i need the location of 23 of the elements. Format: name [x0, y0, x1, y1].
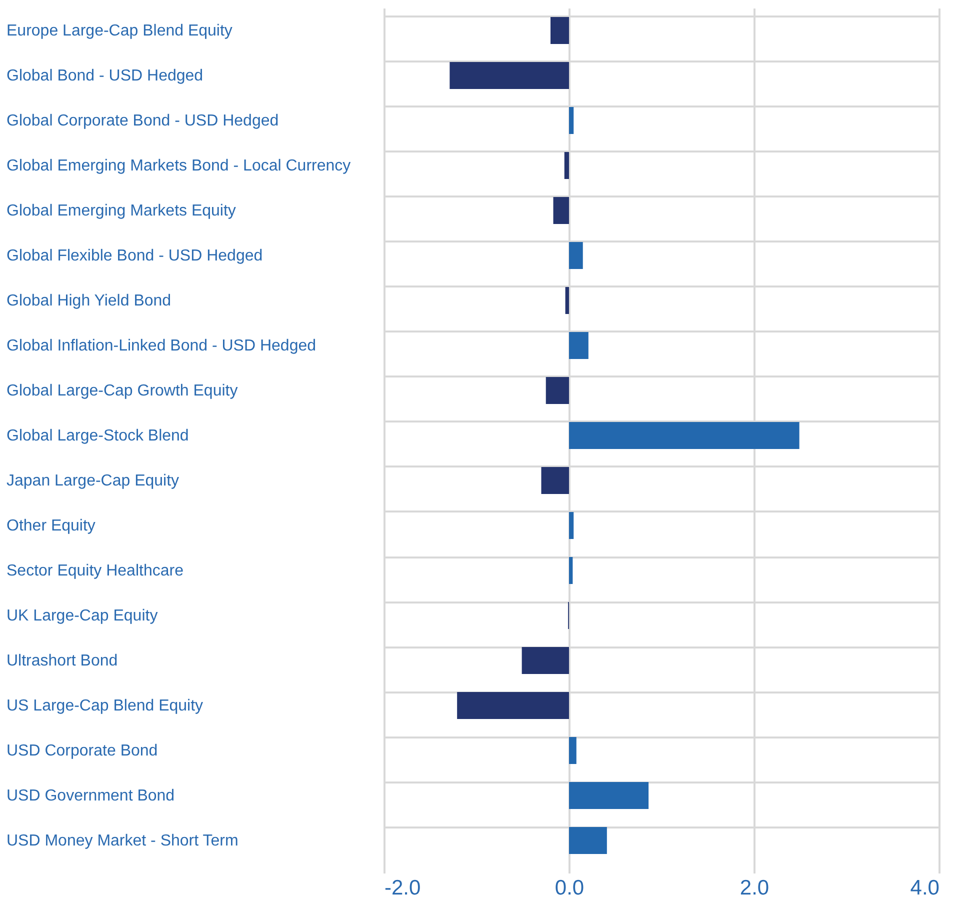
y-tick-label: USD Corporate Bond [6, 742, 158, 760]
y-tick-label: USD Government Bond [6, 788, 175, 804]
x-tick-label: 4.0 [910, 876, 940, 900]
y-tick-label: Other Equity [6, 518, 96, 534]
y-tick-label: Japan Large-Cap Equity [6, 472, 180, 490]
x-tick-label: -2.0 [384, 876, 421, 900]
y-tick-label: Global Corporate Bond - USD Hedged [6, 112, 279, 130]
y-tick-label: Global High Yield Bond [6, 292, 172, 310]
y-tick-label: Global Emerging Markets Bond - Local Currency [6, 158, 351, 174]
y-tick-label: Global Inflation-Linked Bond - USD Hedged [6, 338, 316, 354]
y-tick-label: Global Bond - USD Hedged [6, 68, 204, 84]
y-tick-label: Ultrashort Bond [6, 652, 118, 670]
y-tick-label: Europe Large-Cap Blend Equity [6, 22, 232, 40]
x-tick-label: 0.0 [554, 876, 584, 900]
y-tick-label: Sector Equity Healthcare [6, 562, 184, 580]
y-tick-label: UK Large-Cap Equity [6, 608, 158, 624]
y-tick-label: Global Emerging Markets Equity [6, 202, 236, 220]
y-tick-label: Global Large-Stock Blend [6, 428, 189, 444]
x-tick-label: 2.0 [740, 876, 770, 900]
y-tick-label: Global Large-Cap Growth Equity [6, 382, 238, 400]
y-tick-label: Global Flexible Bond - USD Hedged [6, 248, 263, 264]
y-tick-label: USD Money Market - Short Term [6, 832, 238, 850]
y-tick-label: US Large-Cap Blend Equity [6, 698, 204, 714]
